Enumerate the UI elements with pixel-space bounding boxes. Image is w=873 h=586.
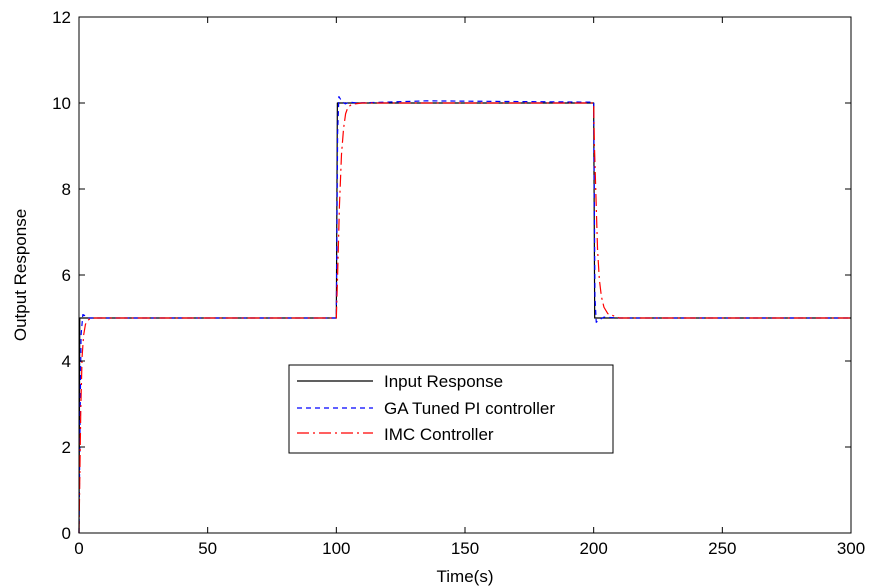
x-tick-label: 50 [198, 539, 217, 558]
y-tick-label: 10 [52, 94, 71, 113]
legend-box [288, 364, 614, 454]
x-tick-label: 150 [451, 539, 479, 558]
plot-area [79, 17, 851, 533]
x-axis-ticks: 0 50 100 150 200 250 300 [74, 17, 865, 558]
y-axis-label: Output Response [11, 209, 30, 341]
series-line-imc-controller [78, 102, 851, 534]
y-tick-label: 6 [62, 266, 71, 285]
legend-label-input-response: Input Response [384, 372, 503, 391]
y-axis-ticks: 0 2 4 6 8 10 12 [52, 8, 851, 543]
x-tick-label: 0 [74, 539, 83, 558]
x-axis-label: Time(s) [437, 567, 494, 586]
legend: Input Response GA Tuned PI controller IM… [288, 364, 614, 454]
x-tick-label: 200 [579, 539, 607, 558]
y-tick-label: 8 [62, 180, 71, 199]
y-tick-label: 4 [62, 352, 71, 371]
series-line-ga-tuned-pi-controller [78, 95, 851, 534]
legend-label-imc-controller: IMC Controller [384, 425, 494, 444]
y-tick-label: 0 [62, 524, 71, 543]
x-tick-label: 100 [322, 539, 350, 558]
legend-label-ga-tuned-pi: GA Tuned PI controller [384, 399, 555, 418]
x-tick-label: 300 [837, 539, 865, 558]
series-layer [78, 95, 851, 534]
y-tick-label: 2 [62, 438, 71, 457]
y-tick-label: 12 [52, 8, 71, 27]
x-tick-label: 250 [708, 539, 736, 558]
